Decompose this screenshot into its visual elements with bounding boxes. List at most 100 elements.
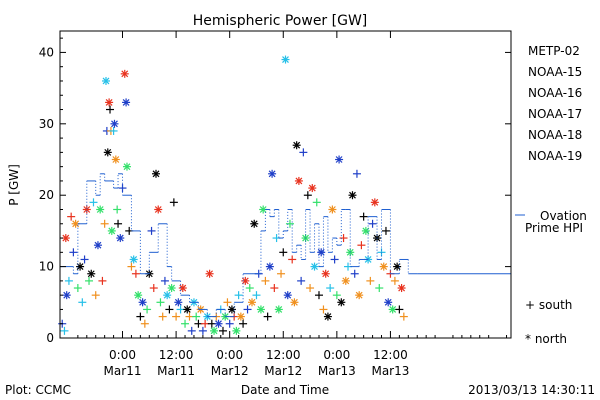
north-point [361, 226, 370, 235]
north-point [268, 169, 277, 178]
south-point [109, 126, 118, 135]
north-point [163, 291, 172, 300]
north-point [317, 248, 326, 257]
south-point [279, 248, 288, 257]
north-point [87, 269, 96, 278]
south-point [187, 326, 196, 335]
south-point [136, 312, 145, 321]
north-point [105, 98, 114, 107]
north-point [107, 226, 116, 235]
south-point [303, 191, 312, 200]
south-point [390, 276, 399, 285]
north-point [129, 255, 138, 264]
south-point [172, 312, 181, 321]
north-point [152, 169, 161, 178]
data-markers [58, 55, 408, 335]
x-tick-time: 12:00 [159, 348, 194, 362]
x-tick-date: Mar11 [104, 364, 142, 378]
north-point [341, 276, 350, 285]
north-point [134, 291, 143, 300]
plot-frame [59, 30, 512, 339]
axes: 0 10 20 30 40 0:00 Mar11 12:00 Mar11 0:00 Mar12 12:… [39, 31, 511, 378]
north-point [337, 298, 346, 307]
north-point [103, 148, 112, 157]
north-point [393, 262, 402, 271]
south-point [192, 312, 201, 321]
legend-entry-noaa-16: NOAA-16 [528, 86, 582, 100]
south-point [243, 305, 252, 314]
north-point [355, 291, 364, 300]
north-point [281, 55, 290, 64]
north-point [61, 234, 70, 243]
south-point [169, 198, 178, 207]
north-point [321, 269, 330, 278]
north-point [384, 298, 393, 307]
south-point [234, 291, 243, 300]
south-point [277, 269, 286, 278]
ovation-label-line1: Ovation [540, 209, 587, 223]
south-point [312, 198, 321, 207]
south-point [143, 305, 152, 314]
north-point [397, 284, 406, 293]
legend-entry-noaa-15: NOAA-15 [528, 65, 582, 79]
south-point [330, 255, 339, 264]
north-point [236, 312, 245, 321]
south-point [297, 276, 306, 285]
south-point [91, 291, 100, 300]
north-point [101, 76, 110, 85]
south-point [357, 241, 366, 250]
north-point [308, 184, 317, 193]
south-point [98, 276, 107, 285]
south-point [299, 148, 308, 157]
south-point [352, 169, 361, 178]
north-point [96, 205, 105, 214]
north-point [76, 262, 85, 271]
south-point [100, 219, 109, 228]
south-point [73, 284, 82, 293]
north-point [388, 305, 397, 314]
north-point [241, 276, 250, 285]
north-point [328, 205, 337, 214]
north-point [265, 262, 274, 271]
south-point [223, 298, 232, 307]
south-point [375, 284, 384, 293]
south-point [181, 319, 190, 328]
north-point [111, 155, 120, 164]
south-point [270, 284, 279, 293]
y-tick-label: 40 [39, 45, 54, 59]
south-point [381, 226, 390, 235]
north-point [292, 141, 301, 150]
south-point [314, 291, 323, 300]
south-point [85, 276, 94, 285]
north-point [154, 205, 163, 214]
south-point [80, 255, 89, 264]
south-marker-label: + south [525, 298, 572, 312]
north-point [122, 162, 131, 171]
x-tick-date: Mar13 [318, 364, 356, 378]
x-tick-date: Mar12 [211, 364, 249, 378]
south-point [176, 305, 185, 314]
south-point [207, 319, 216, 328]
north-point [294, 176, 303, 185]
north-point [323, 312, 332, 321]
south-point [332, 291, 341, 300]
y-tick-label: 0 [46, 331, 54, 345]
north-point [62, 291, 71, 300]
north-point [256, 305, 265, 314]
south-point [359, 212, 368, 221]
x-tick-time: 12:00 [266, 348, 301, 362]
south-point [69, 248, 78, 257]
south-point [285, 219, 294, 228]
south-point [261, 276, 270, 285]
south-point [194, 319, 203, 328]
south-point [368, 219, 377, 228]
north-point [232, 326, 241, 335]
north-point [283, 291, 292, 300]
north-marker-label: * north [525, 332, 567, 346]
north-point [379, 262, 388, 271]
x-tick-time: 0:00 [109, 348, 136, 362]
south-point [339, 234, 348, 243]
north-point [183, 305, 192, 314]
south-point [326, 284, 335, 293]
south-point [60, 326, 69, 335]
